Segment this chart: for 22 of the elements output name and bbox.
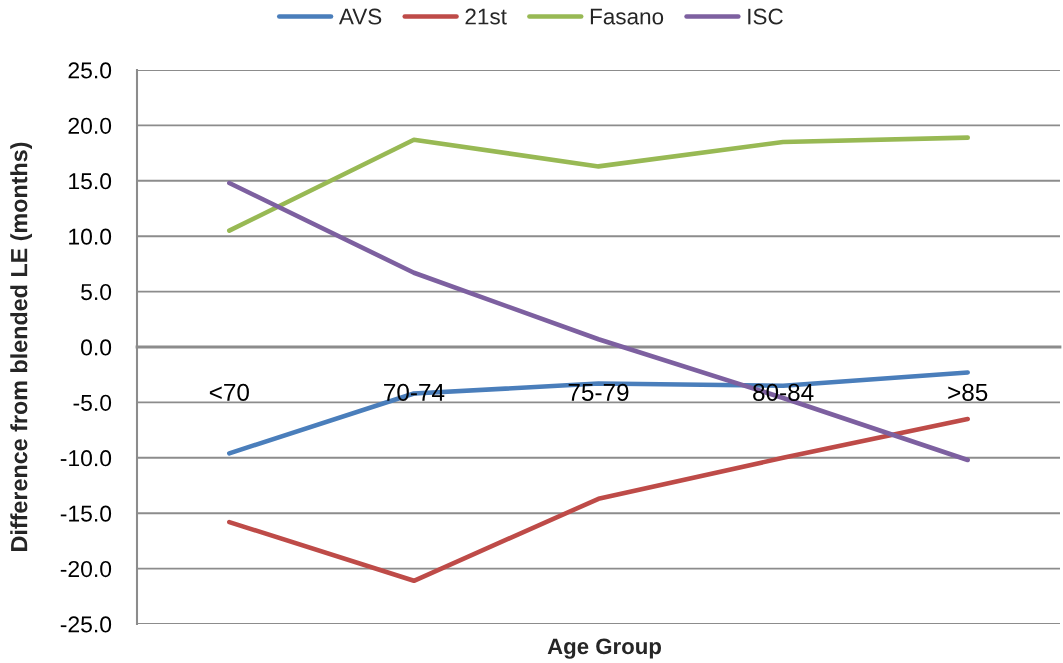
y-tick-label: -20.0 (60, 560, 112, 578)
y-tick-label: -25.0 (60, 616, 112, 633)
y-tick-label: -10.0 (60, 450, 112, 467)
y-tick-label: -15.0 (60, 505, 112, 522)
y-axis-title: Difference from blended LE (months) (10, 142, 32, 551)
x-axis-title: Age Group (547, 638, 661, 659)
y-tick-label: 25.0 (68, 62, 112, 79)
line-series (227, 135, 970, 233)
y-tick-label: 15.0 (69, 173, 112, 190)
legend-label: 21st (465, 8, 507, 25)
x-tick-label: 75-79 (568, 383, 629, 401)
y-tick-label: -5.0 (73, 394, 112, 411)
y-tick-label: 20.0 (68, 117, 112, 134)
legend-label: Fasano (590, 8, 664, 25)
legend-label: ISC (748, 8, 783, 25)
x-tick-label: >85 (948, 383, 988, 401)
y-tick-label: 0.0 (81, 339, 112, 356)
y-tick-label: 10.0 (69, 228, 112, 245)
legend-label: AVS (338, 8, 382, 25)
line-series (227, 416, 970, 584)
y-tick-label: 5.0 (81, 283, 112, 301)
x-tick-label: <70 (209, 383, 249, 401)
